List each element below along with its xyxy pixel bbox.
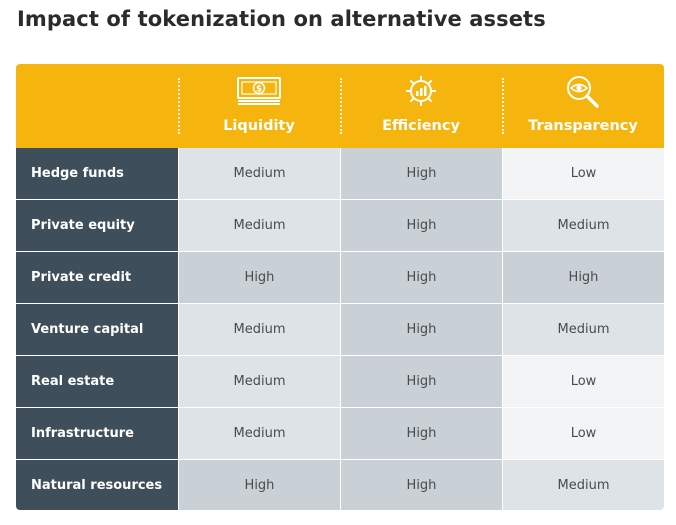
column-header-efficiency: Efficiency	[340, 64, 502, 148]
table-cell-efficiency: High	[340, 356, 502, 408]
header-divider	[178, 78, 180, 134]
svg-text:$: $	[256, 85, 262, 95]
table-cell-liquidity: Medium	[178, 200, 340, 252]
table-cell-transparency: Medium	[502, 200, 664, 252]
table-row: Venture capital Medium High Medium	[16, 304, 664, 356]
column-header-transparency: Transparency	[502, 64, 664, 148]
table-cell-efficiency: High	[340, 408, 502, 460]
row-label: Private credit	[16, 252, 178, 304]
table-row: Real estate Medium High Low	[16, 356, 664, 408]
chart-title: Impact of tokenization on alternative as…	[17, 7, 546, 31]
table-cell-efficiency: High	[340, 252, 502, 304]
table-row: Infrastructure Medium High Low	[16, 408, 664, 460]
table-cell-efficiency: High	[340, 200, 502, 252]
column-label-transparency: Transparency	[528, 118, 638, 134]
table-cell-transparency: Low	[502, 148, 664, 200]
table-row: Hedge funds Medium High Low	[16, 148, 664, 200]
table-cell-transparency: Medium	[502, 304, 664, 356]
column-header-liquidity: $ Liquidity	[178, 64, 340, 148]
table-row: Private credit High High High	[16, 252, 664, 304]
banknote-icon: $	[237, 77, 281, 105]
header-divider	[340, 78, 342, 134]
column-label-efficiency: Efficiency	[382, 118, 460, 134]
table-cell-liquidity: High	[178, 460, 340, 510]
table-cell-transparency: Low	[502, 356, 664, 408]
table-cell-transparency: Low	[502, 408, 664, 460]
row-label: Real estate	[16, 356, 178, 408]
row-label: Private equity	[16, 200, 178, 252]
table-cell-liquidity: Medium	[178, 408, 340, 460]
row-label: Hedge funds	[16, 148, 178, 200]
table-row: Private equity Medium High Medium	[16, 200, 664, 252]
table-cell-efficiency: High	[340, 304, 502, 356]
row-label: Natural resources	[16, 460, 178, 510]
table-cell-transparency: Medium	[502, 460, 664, 510]
table-cell-efficiency: High	[340, 148, 502, 200]
gear-chart-icon	[406, 76, 436, 106]
table-cell-transparency: High	[502, 252, 664, 304]
table-cell-liquidity: Medium	[178, 148, 340, 200]
table-cell-liquidity: High	[178, 252, 340, 304]
header-divider	[502, 78, 504, 134]
column-label-liquidity: Liquidity	[223, 118, 295, 134]
row-label: Venture capital	[16, 304, 178, 356]
eye-magnifier-icon	[567, 76, 599, 108]
tokenization-impact-table: $ Liquidity	[16, 64, 664, 510]
table-cell-liquidity: Medium	[178, 356, 340, 408]
table-row: Natural resources High High Medium	[16, 460, 664, 510]
row-label: Infrastructure	[16, 408, 178, 460]
table-cell-liquidity: Medium	[178, 304, 340, 356]
table-cell-efficiency: High	[340, 460, 502, 510]
table-header: $ Liquidity	[16, 64, 664, 148]
